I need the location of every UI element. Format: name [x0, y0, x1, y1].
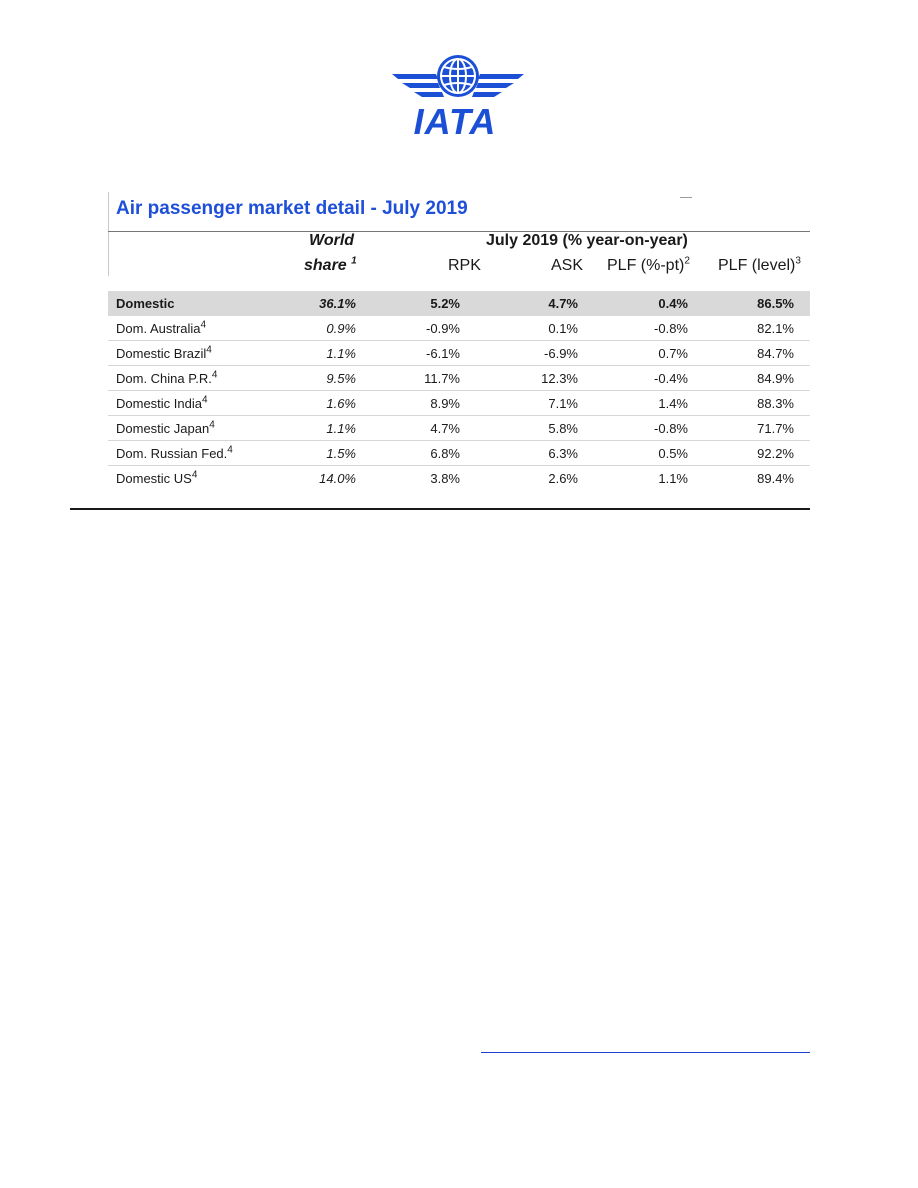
footnote-rule	[481, 1052, 810, 1053]
table-row: Dom. China P.R.4 9.5% 11.7% 12.3% -0.4% …	[108, 366, 810, 391]
plf-pt-value: 0.4%	[658, 296, 688, 311]
world-share: 1.1%	[326, 346, 356, 361]
table-title: Air passenger market detail - July 2019	[116, 198, 468, 219]
iata-logo: IATA	[388, 52, 528, 142]
rpk-value: -0.9%	[426, 321, 460, 336]
ask-value: 4.7%	[548, 296, 578, 311]
plf-pt-value: -0.8%	[654, 421, 688, 436]
world-share: 9.5%	[326, 371, 356, 386]
header-ask: ASK	[551, 257, 584, 274]
rpk-value: 6.8%	[430, 446, 460, 461]
ask-value: 7.1%	[548, 396, 578, 411]
dash-mark	[680, 197, 692, 198]
header-period: July 2019 (% year-on-year)	[486, 232, 688, 249]
table-row: Dom. Australia4 0.9% -0.9% 0.1% -0.8% 82…	[108, 316, 810, 341]
ask-value: 0.1%	[548, 321, 578, 336]
ask-value: -6.9%	[544, 346, 578, 361]
plf-level-value: 89.4%	[757, 471, 794, 486]
world-share: 1.1%	[326, 421, 356, 436]
ask-value: 2.6%	[548, 471, 578, 486]
table-row: Domestic US4 14.0% 3.8% 2.6% 1.1% 89.4%	[108, 466, 810, 491]
region-label: Dom. China P.R.4	[116, 369, 218, 386]
rpk-value: 11.7%	[424, 371, 460, 386]
plf-pt-value: -0.8%	[654, 321, 688, 336]
region-label: Domestic	[116, 296, 175, 311]
ask-value: 5.8%	[548, 421, 578, 436]
region-label: Domestic US4	[116, 469, 198, 486]
plf-pt-value: -0.4%	[654, 371, 688, 386]
table-row-domestic: Domestic 36.1% 5.2% 4.7% 0.4% 86.5%	[108, 291, 810, 316]
rpk-value: 3.8%	[430, 471, 460, 486]
rpk-value: 4.7%	[430, 421, 460, 436]
plf-pt-value: 0.7%	[658, 346, 688, 361]
rpk-value: -6.1%	[426, 346, 460, 361]
header-share: share 1	[304, 255, 357, 274]
plf-level-value: 71.7%	[757, 421, 794, 436]
world-share: 1.5%	[326, 446, 356, 461]
world-share: 1.6%	[326, 396, 356, 411]
region-label: Dom. Russian Fed.4	[116, 444, 233, 461]
table-bottom-rule	[70, 508, 810, 510]
world-share: 0.9%	[326, 321, 356, 336]
region-label: Domestic Japan4	[116, 419, 215, 436]
plf-level-value: 82.1%	[757, 321, 794, 336]
ask-value: 6.3%	[548, 446, 578, 461]
region-label: Domestic Brazil4	[116, 344, 212, 361]
table-corner-mark	[108, 192, 109, 276]
rpk-value: 8.9%	[430, 396, 460, 411]
plf-level-value: 86.5%	[757, 296, 794, 311]
region-label: Dom. Australia4	[116, 319, 207, 336]
plf-pt-value: 1.4%	[658, 396, 688, 411]
plf-pt-value: 0.5%	[658, 446, 688, 461]
plf-level-value: 92.2%	[757, 446, 794, 461]
rpk-value: 5.2%	[430, 296, 460, 311]
plf-level-value: 88.3%	[757, 396, 794, 411]
header-plf-pt: PLF (%-pt)2	[607, 255, 690, 274]
plf-level-value: 84.7%	[757, 346, 794, 361]
table-row: Domestic India4 1.6% 8.9% 7.1% 1.4% 88.3…	[108, 391, 810, 416]
globe-wings-icon	[392, 55, 524, 97]
header-rpk: RPK	[448, 257, 481, 274]
plf-level-value: 84.9%	[757, 371, 794, 386]
header-world: World	[309, 232, 355, 249]
title-divider	[108, 231, 810, 232]
header-plf-level: PLF (level)3	[718, 255, 801, 274]
plf-pt-value: 1.1%	[658, 471, 688, 486]
table-row: Dom. Russian Fed.4 1.5% 6.8% 6.3% 0.5% 9…	[108, 441, 810, 466]
ask-value: 12.3%	[541, 371, 578, 386]
world-share: 36.1%	[319, 296, 356, 311]
world-share: 14.0%	[319, 471, 356, 486]
table-row: Domestic Japan4 1.1% 4.7% 5.8% -0.8% 71.…	[108, 416, 810, 441]
region-label: Domestic India4	[116, 394, 208, 411]
table-row: Domestic Brazil4 1.1% -6.1% -6.9% 0.7% 8…	[108, 341, 810, 366]
logo-wordmark: IATA	[413, 101, 497, 142]
